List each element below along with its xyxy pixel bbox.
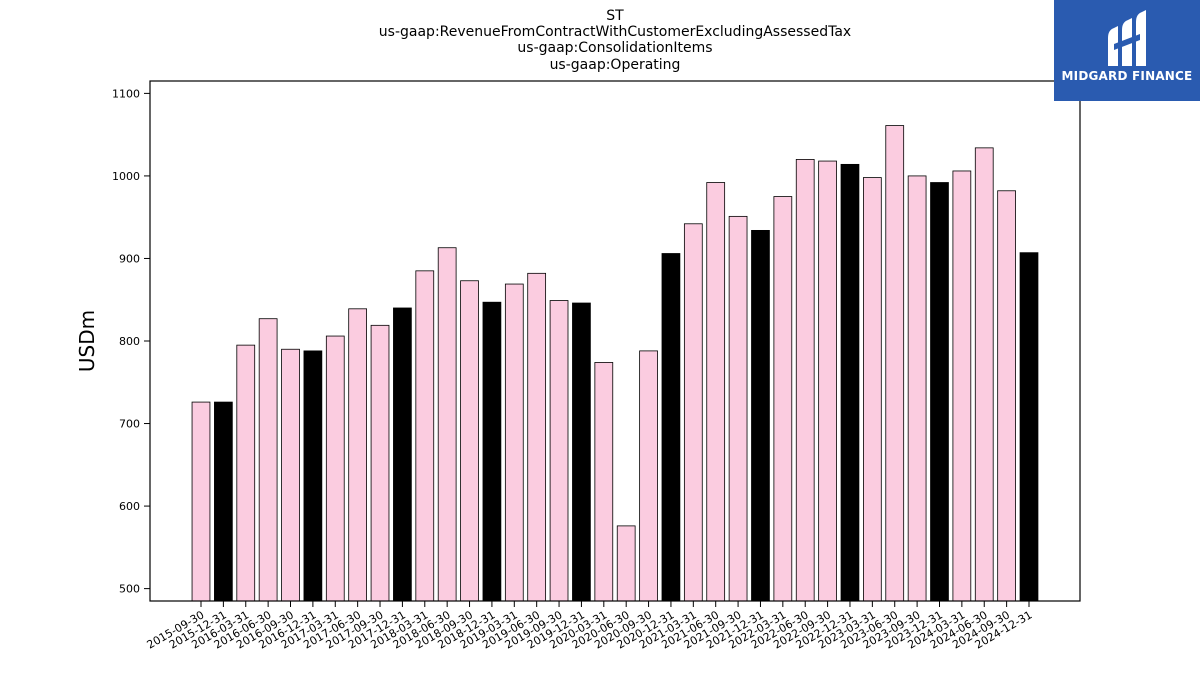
bar-2016-12-31: [303, 350, 323, 602]
y-tick-label: 1000: [112, 170, 140, 183]
bar-2019-03-31: [504, 283, 524, 602]
bar-2024-09-30: [997, 190, 1016, 602]
midgard-logo-icon: [1108, 10, 1146, 66]
y-tick-label: 800: [119, 335, 140, 348]
bar-2019-09-30: [549, 300, 569, 602]
bar-2024-06-30: [974, 147, 994, 602]
title-line-2: us-gaap:RevenueFromContractWithCustomerE…: [379, 24, 851, 40]
bar-2021-03-31: [683, 223, 703, 602]
title-line-1: ST: [606, 8, 624, 24]
bar-2021-09-30: [728, 215, 748, 602]
bar-2016-03-31: [236, 344, 256, 602]
plot-frame: [149, 80, 1081, 602]
bar-2017-12-31: [393, 307, 412, 602]
logo-text: MIDGARD FINANCE: [1061, 69, 1193, 83]
y-axis: 500 600 700 800 900 1000 1100: [112, 87, 150, 596]
midgard-finance-logo: MIDGARD FINANCE: [1054, 0, 1200, 101]
bar-2022-03-31: [773, 196, 793, 602]
bar-2022-09-30: [818, 160, 837, 602]
y-tick-label: 500: [119, 583, 140, 596]
y-tick-label: 600: [119, 500, 140, 513]
bar-2020-12-31: [661, 253, 681, 602]
bars-group: [191, 125, 1039, 602]
bar-2018-12-31: [482, 301, 502, 602]
bar-2023-03-31: [863, 177, 882, 602]
bar-2022-06-30: [795, 159, 815, 602]
x-axis: 2015-09-302015-12-312016-03-312016-06-30…: [145, 601, 1035, 652]
bar-2020-06-30: [616, 525, 636, 602]
bar-2023-12-31: [930, 182, 949, 602]
bar-2018-06-30: [437, 247, 457, 602]
y-tick-label: 900: [119, 252, 140, 265]
title-line-3: us-gaap:ConsolidationItems: [517, 40, 712, 56]
bar-2022-12-31: [840, 163, 860, 602]
bar-2023-06-30: [885, 125, 905, 602]
bar-2017-09-30: [370, 324, 390, 602]
bar-2018-09-30: [460, 280, 479, 602]
bar-2015-09-30: [191, 401, 211, 602]
y-tick-label: 700: [119, 418, 140, 431]
bar-2016-09-30: [281, 348, 300, 602]
bar-2017-03-31: [325, 335, 345, 602]
y-tick-label: 1100: [112, 87, 140, 100]
bar-2019-12-31: [572, 302, 591, 602]
bar-2023-09-30: [907, 175, 927, 602]
y-axis-label: USDm: [75, 310, 99, 372]
bar-2020-03-31: [594, 362, 614, 602]
bar-2024-03-31: [952, 170, 972, 602]
bar-2019-06-30: [527, 272, 547, 602]
bar-2018-03-31: [415, 270, 435, 602]
bar-2021-06-30: [706, 182, 726, 602]
bar-2015-12-31: [214, 401, 233, 602]
bar-2021-12-31: [751, 229, 770, 602]
title-line-4: us-gaap:Operating: [550, 57, 681, 73]
bar-2024-12-31: [1019, 252, 1039, 602]
chart-title: ST us-gaap:RevenueFromContractWithCustom…: [379, 8, 851, 73]
bar-2020-09-30: [639, 350, 658, 602]
bar-2017-06-30: [348, 308, 368, 602]
bar-2016-06-30: [258, 318, 278, 602]
